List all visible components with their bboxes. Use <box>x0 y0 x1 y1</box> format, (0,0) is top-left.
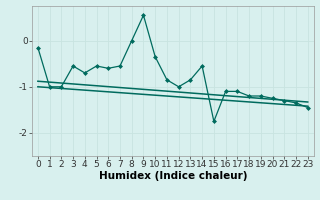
X-axis label: Humidex (Indice chaleur): Humidex (Indice chaleur) <box>99 171 247 181</box>
